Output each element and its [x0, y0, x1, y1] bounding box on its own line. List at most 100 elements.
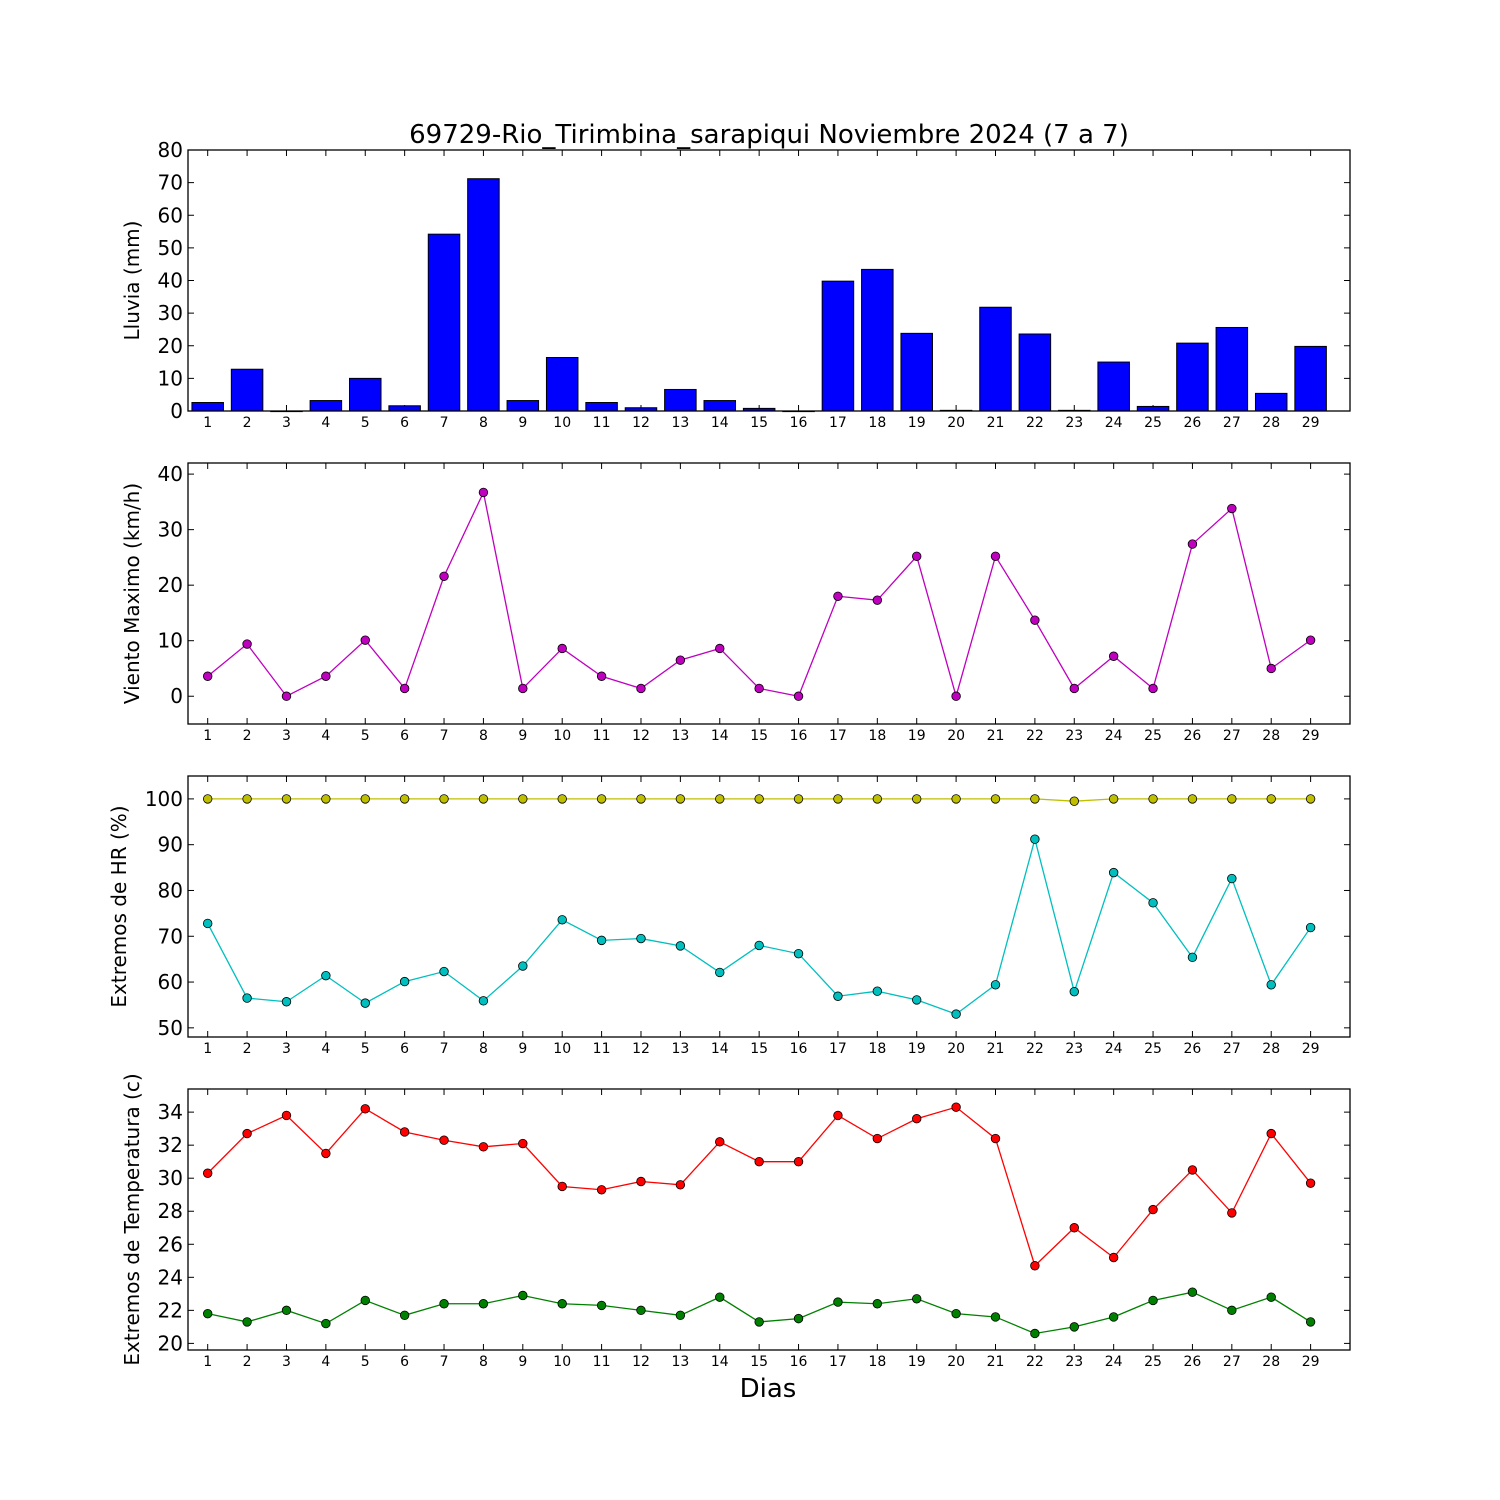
- data-point: [321, 671, 331, 681]
- x-tick-label: 9: [518, 1354, 527, 1370]
- data-point: [675, 794, 686, 804]
- x-tick-label: 23: [1065, 1041, 1083, 1057]
- series-line: [207, 1291, 1311, 1335]
- data-point: [596, 671, 607, 681]
- data-point: [675, 1180, 686, 1190]
- y-tick-label: 40: [158, 269, 183, 293]
- data-point: [1187, 1287, 1198, 1297]
- x-tick-label: 22: [1026, 415, 1044, 431]
- bar: [1176, 342, 1209, 412]
- data-point: [1266, 794, 1276, 804]
- data-point: [754, 683, 764, 694]
- data-point: [518, 1138, 528, 1149]
- x-tick-label: 26: [1184, 415, 1202, 431]
- data-point: [360, 794, 370, 804]
- data-point: [596, 794, 607, 804]
- data-point: [242, 1317, 252, 1327]
- data-point: [1305, 794, 1316, 804]
- data-point: [478, 1299, 489, 1309]
- data-point: [202, 794, 213, 804]
- y-tick-label: 70: [158, 924, 183, 948]
- bar: [585, 402, 618, 412]
- x-tick-label: 11: [593, 415, 611, 431]
- data-point: [281, 1110, 292, 1121]
- y-tick-label: 10: [158, 366, 183, 390]
- y-tick-label: 22: [158, 1298, 183, 1322]
- x-tick-label: 20: [947, 728, 965, 744]
- data-point: [990, 1312, 1001, 1322]
- x-tick-label: 23: [1065, 728, 1083, 744]
- x-tick-label: 3: [282, 728, 291, 744]
- bar: [1215, 326, 1249, 412]
- data-point: [518, 961, 528, 971]
- data-point: [1266, 1128, 1276, 1139]
- data-point: [518, 794, 528, 804]
- data-point: [1187, 1165, 1198, 1175]
- data-point: [872, 595, 883, 605]
- data-point: [321, 970, 331, 981]
- data-point: [1227, 1305, 1237, 1316]
- x-tick-label: 4: [321, 1354, 330, 1370]
- series-line: [207, 1106, 1312, 1267]
- bar: [1294, 345, 1327, 412]
- data-point: [793, 1156, 804, 1167]
- x-tick-label: 26: [1184, 728, 1202, 744]
- data-point: [1187, 539, 1198, 549]
- data-point: [557, 1299, 567, 1309]
- x-tick-label: 22: [1026, 1354, 1044, 1370]
- data-point: [478, 1142, 489, 1152]
- x-tick-label: 16: [790, 415, 808, 431]
- bar: [1018, 333, 1052, 412]
- x-tick-label: 14: [711, 415, 729, 431]
- x-tick-label: 4: [321, 1041, 330, 1057]
- bar: [467, 178, 500, 412]
- x-tick-label: 28: [1262, 1041, 1280, 1057]
- plot-frame: [187, 149, 1351, 412]
- data-point: [321, 794, 331, 804]
- x-tick-label: 7: [440, 1354, 449, 1370]
- data-point: [1069, 683, 1079, 694]
- data-point: [951, 691, 961, 701]
- data-point: [1227, 1208, 1237, 1218]
- data-point: [281, 1305, 292, 1316]
- data-point: [478, 487, 489, 498]
- x-tick-label: 6: [400, 1354, 409, 1370]
- x-tick-label: 15: [750, 1354, 768, 1370]
- bar: [821, 280, 855, 412]
- data-point: [439, 571, 449, 581]
- data-point: [1148, 1204, 1158, 1215]
- data-point: [439, 966, 449, 977]
- y-axis-label: Extremos de Temperatura (c): [120, 1073, 144, 1365]
- bar: [979, 306, 1012, 412]
- x-tick-label: 19: [908, 415, 926, 431]
- x-tick-label: 10: [553, 1041, 571, 1057]
- x-tick-label: 11: [593, 1041, 611, 1057]
- data-point: [912, 794, 922, 804]
- data-point: [1030, 794, 1040, 804]
- y-axis-label: Extremos de HR (%): [107, 805, 131, 1007]
- data-point: [596, 935, 607, 946]
- bar: [506, 400, 540, 412]
- y-tick-label: 20: [158, 1331, 183, 1355]
- bar: [1097, 361, 1130, 412]
- x-tick-label: 24: [1105, 728, 1123, 744]
- x-tick-label: 17: [829, 415, 847, 431]
- data-point: [596, 1300, 607, 1311]
- x-tick-label: 13: [671, 415, 689, 431]
- x-tick-label: 25: [1144, 1041, 1162, 1057]
- x-tick-label: 2: [243, 1041, 252, 1057]
- x-tick-label: 10: [553, 1354, 571, 1370]
- x-tick-label: 27: [1223, 728, 1241, 744]
- bar: [545, 356, 579, 412]
- data-point: [1108, 651, 1119, 661]
- x-axis-label: Dias: [740, 1374, 797, 1404]
- x-tick-label: 3: [282, 415, 291, 431]
- data-point: [360, 1104, 370, 1114]
- y-tick-label: 28: [158, 1199, 183, 1223]
- bar: [664, 388, 697, 412]
- x-tick-label: 22: [1026, 1041, 1044, 1057]
- x-tick-label: 8: [479, 415, 488, 431]
